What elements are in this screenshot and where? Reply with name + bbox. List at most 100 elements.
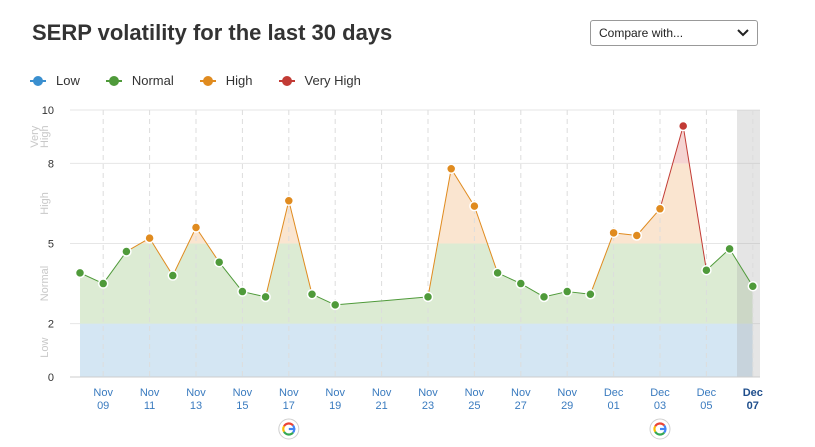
series-line-segment bbox=[427, 168, 452, 297]
data-point[interactable] bbox=[190, 222, 202, 233]
x-tick-month: Nov bbox=[233, 387, 253, 399]
x-tick-month: Nov bbox=[372, 387, 392, 399]
band-label: High bbox=[39, 125, 51, 148]
data-point[interactable] bbox=[422, 291, 434, 303]
x-tick-day: 15 bbox=[236, 400, 248, 412]
data-point[interactable] bbox=[144, 232, 155, 244]
x-tick-day: 27 bbox=[515, 400, 527, 412]
data-point[interactable] bbox=[677, 120, 689, 132]
data-point[interactable] bbox=[260, 291, 271, 303]
x-tick-day: 03 bbox=[654, 400, 666, 412]
data-point[interactable] bbox=[329, 299, 341, 311]
legend-label: Normal bbox=[131, 73, 174, 88]
series-line-segment bbox=[172, 227, 197, 276]
legend-item-very-high[interactable]: Very High bbox=[278, 73, 361, 88]
x-tick-month: Nov bbox=[279, 387, 299, 399]
y-tick-label: 5 bbox=[48, 239, 54, 251]
band-normal bbox=[80, 243, 753, 324]
data-point[interactable] bbox=[167, 270, 179, 281]
current-period-shade bbox=[737, 110, 760, 377]
google-logo-arc bbox=[283, 422, 294, 427]
band-label: Low bbox=[39, 337, 51, 357]
band-label: Normal bbox=[39, 266, 51, 301]
x-tick-month: Nov bbox=[186, 387, 206, 399]
x-tick-day: 11 bbox=[144, 400, 155, 412]
y-tick-label: 10 bbox=[42, 105, 54, 117]
band-label-group: High bbox=[39, 192, 51, 215]
x-tick-day: 19 bbox=[329, 400, 341, 412]
data-point[interactable] bbox=[74, 267, 86, 279]
google-logo-arc bbox=[653, 425, 657, 433]
x-tick-day: 29 bbox=[561, 400, 573, 412]
data-point[interactable] bbox=[515, 278, 527, 289]
band-low bbox=[80, 323, 753, 377]
series-line-segment bbox=[473, 205, 499, 274]
legend-label: Very High bbox=[304, 73, 361, 88]
x-tick-day: 05 bbox=[700, 400, 712, 412]
x-tick-day: 07 bbox=[747, 400, 759, 412]
legend-label: Low bbox=[56, 73, 80, 88]
x-tick-month: Nov bbox=[418, 387, 438, 399]
x-tick-month: Nov bbox=[93, 387, 113, 399]
band-label: Very bbox=[29, 125, 41, 148]
data-point[interactable] bbox=[97, 278, 109, 289]
data-point[interactable] bbox=[608, 227, 619, 239]
x-tick-day: 25 bbox=[468, 400, 480, 412]
data-point[interactable] bbox=[724, 243, 735, 255]
data-point[interactable] bbox=[538, 291, 550, 303]
y-tick-label: 0 bbox=[48, 372, 54, 384]
x-tick-month: Nov bbox=[465, 387, 485, 399]
data-point[interactable] bbox=[283, 195, 295, 207]
series-line-segment bbox=[706, 248, 730, 271]
series-line-segment bbox=[335, 296, 429, 306]
data-point[interactable] bbox=[121, 246, 132, 257]
series-line-segment bbox=[102, 251, 127, 284]
series-line-segment bbox=[729, 248, 754, 287]
series-line-segment bbox=[195, 227, 220, 263]
data-point[interactable] bbox=[213, 256, 225, 268]
legend-item-high[interactable]: High bbox=[199, 73, 253, 88]
data-point[interactable] bbox=[237, 286, 248, 297]
series-line-segment bbox=[450, 168, 475, 207]
data-point[interactable] bbox=[445, 163, 457, 174]
series-line-segment bbox=[589, 232, 615, 295]
x-tick-day: 09 bbox=[97, 400, 109, 412]
legend-item-low[interactable]: Low bbox=[30, 73, 80, 88]
data-point[interactable] bbox=[306, 288, 318, 300]
data-point[interactable] bbox=[654, 203, 666, 215]
data-point[interactable] bbox=[469, 200, 480, 212]
series-line-segment bbox=[288, 200, 313, 295]
legend-item-normal[interactable]: Normal bbox=[105, 73, 174, 88]
google-logo-arc bbox=[654, 422, 666, 427]
x-tick-month: Dec bbox=[650, 387, 670, 399]
x-tick-day: 23 bbox=[422, 400, 434, 412]
page-title: SERP volatility for the last 30 days bbox=[32, 20, 393, 45]
series-line-segment bbox=[682, 125, 707, 271]
band-label-group: Low bbox=[39, 337, 51, 357]
data-point[interactable] bbox=[631, 230, 643, 241]
legend-marker-icon bbox=[278, 74, 295, 88]
x-tick-month: Nov bbox=[325, 387, 345, 399]
x-tick-day: 13 bbox=[190, 400, 202, 412]
legend-marker-icon bbox=[199, 74, 216, 88]
data-point[interactable] bbox=[561, 286, 573, 297]
data-point[interactable] bbox=[747, 280, 759, 292]
legend-label: High bbox=[225, 73, 253, 88]
x-tick-month: Nov bbox=[511, 387, 531, 399]
x-tick-day: 01 bbox=[607, 400, 619, 412]
google-logo-arc bbox=[283, 431, 294, 436]
x-tick-day: 21 bbox=[375, 400, 387, 412]
x-tick-month: Dec bbox=[604, 387, 624, 399]
series-line-segment bbox=[149, 237, 174, 276]
x-tick-month: Nov bbox=[557, 387, 577, 399]
data-point[interactable] bbox=[492, 267, 503, 279]
band-label: High bbox=[39, 192, 51, 215]
data-point[interactable] bbox=[585, 288, 596, 300]
y-tick-label: 2 bbox=[48, 319, 54, 331]
x-tick-month: Dec bbox=[697, 387, 717, 399]
legend-marker-icon bbox=[105, 74, 122, 88]
compare-select[interactable]: Compare with... bbox=[590, 20, 758, 46]
data-point[interactable] bbox=[701, 264, 712, 276]
chart-legend: Low Normal High Very High bbox=[30, 73, 387, 88]
